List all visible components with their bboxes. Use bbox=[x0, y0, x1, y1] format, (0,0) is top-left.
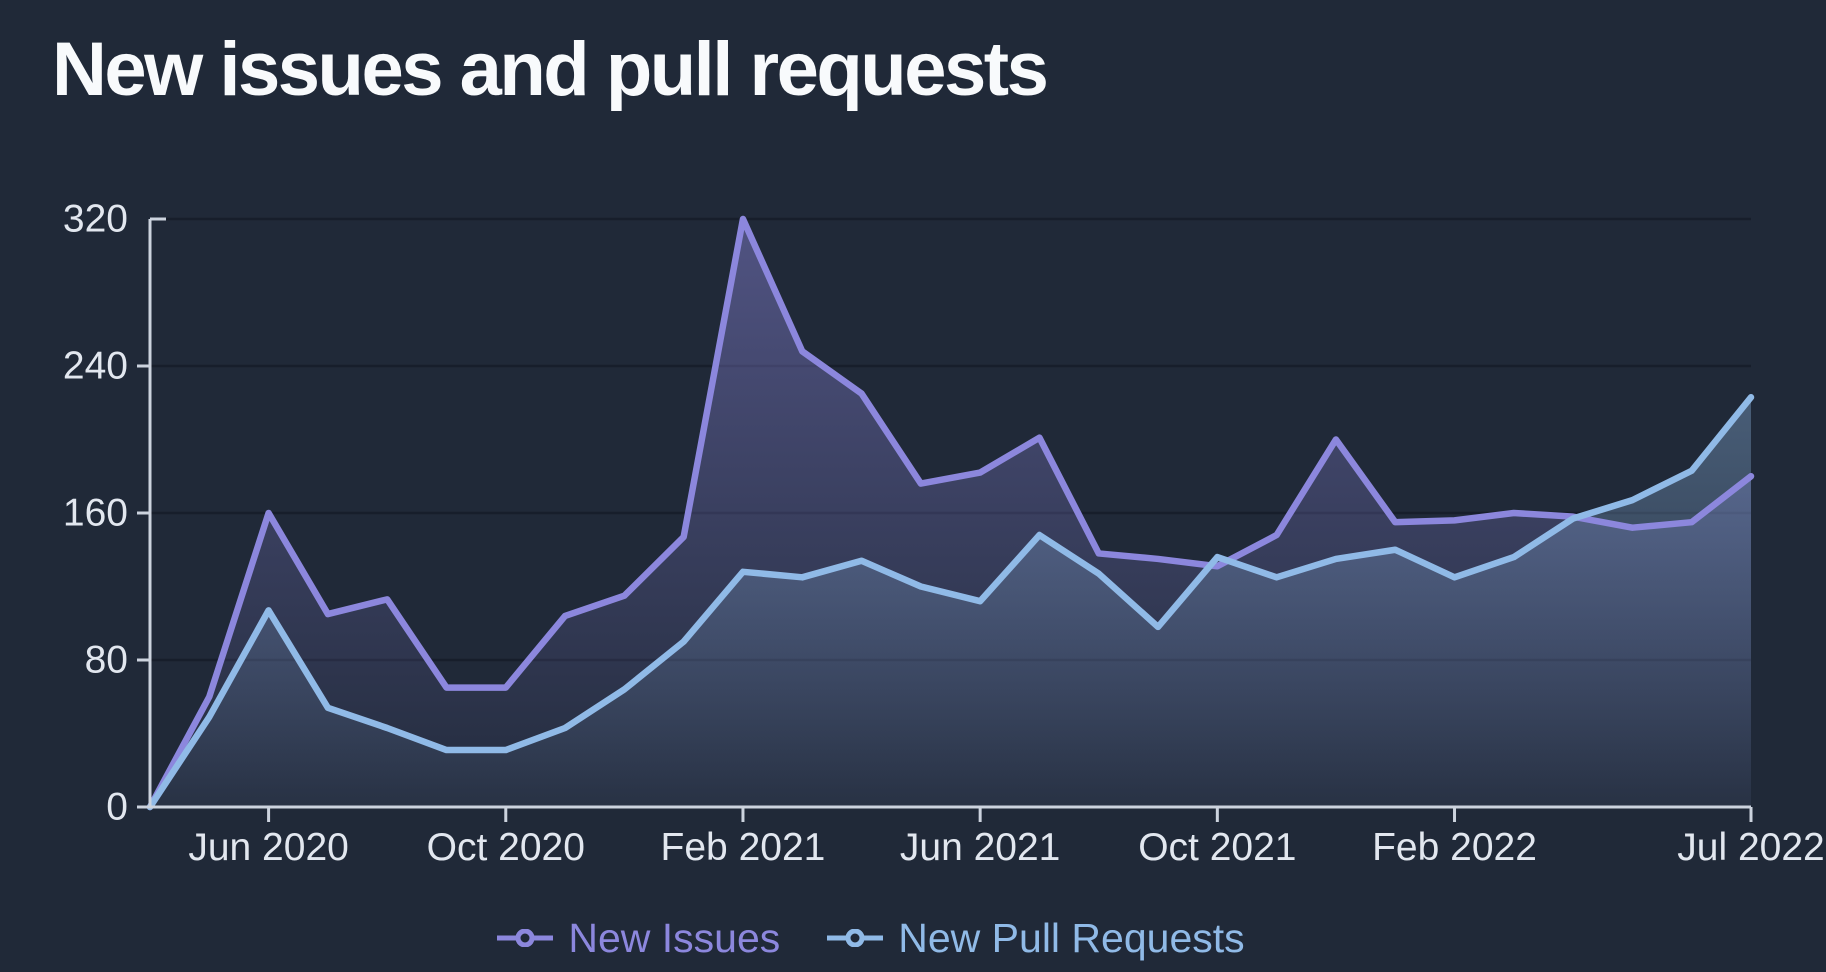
x-tick-label-oct-2021: Oct 2021 bbox=[1138, 826, 1296, 869]
y-tick-label-320: 320 bbox=[63, 198, 128, 241]
legend-label-new-pull-requests: New Pull Requests bbox=[898, 914, 1245, 961]
x-tick-label-jun-2020: Jun 2020 bbox=[188, 826, 348, 869]
x-tick-label-feb-2021: Feb 2021 bbox=[661, 826, 826, 869]
new-pull-requests-line-marker-icon bbox=[827, 929, 884, 947]
y-tick-label-160: 160 bbox=[63, 492, 128, 535]
y-tick-label-80: 80 bbox=[85, 639, 128, 682]
series-line-new-pull-requests bbox=[146, 393, 1755, 811]
legend-item-new-issues[interactable]: New Issues bbox=[496, 915, 780, 962]
series-area-new-pull-requests bbox=[150, 397, 1751, 807]
x-tick-label-jul-2022: Jul 2022 bbox=[1677, 826, 1824, 869]
chart-title: New issues and pull requests bbox=[52, 27, 1049, 112]
x-tick-label-feb-2022: Feb 2022 bbox=[1372, 826, 1537, 869]
y-tick-label-0: 0 bbox=[106, 786, 128, 829]
y-tick-label-240: 240 bbox=[63, 345, 128, 388]
x-tick-label-jun-2021: Jun 2021 bbox=[900, 826, 1060, 869]
chart-legend: New Issues New Pull Requests bbox=[0, 908, 1826, 968]
x-tick-label-oct-2020: Oct 2020 bbox=[427, 826, 585, 869]
new-issues-line-marker-icon bbox=[497, 929, 554, 947]
legend-item-new-pull-requests[interactable]: New Pull Requests bbox=[826, 914, 1245, 962]
series-line-new-issues bbox=[146, 215, 1755, 811]
legend-label-new-issues: New Issues bbox=[568, 914, 781, 961]
